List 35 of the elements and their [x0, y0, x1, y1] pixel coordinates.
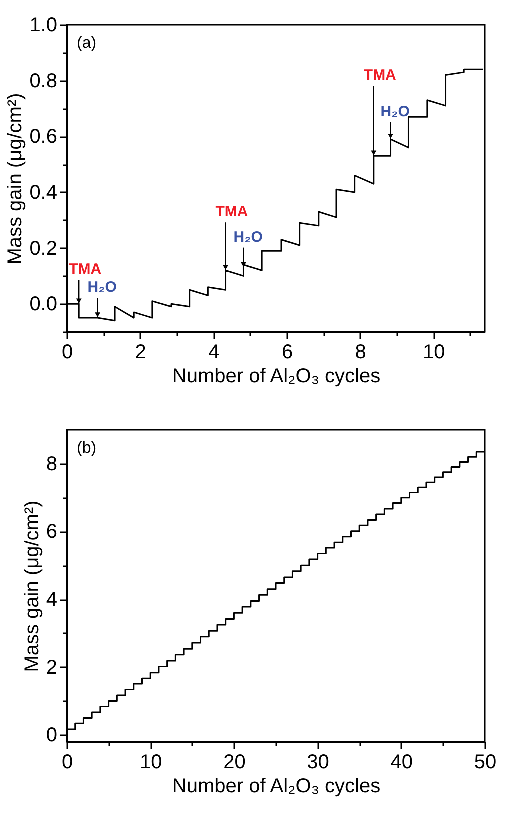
x-axis-title: Number of Al₂O₃ cycles: [172, 776, 381, 798]
y-tick-label: 0.2: [30, 238, 58, 260]
y-tick-label: 2: [46, 656, 58, 679]
annotation: (b): [77, 440, 97, 457]
x-tick-label: 2: [135, 342, 146, 364]
x-tick-label: 0: [62, 342, 74, 364]
x-tick-label: 8: [355, 342, 366, 364]
y-tick-label: 1.0: [30, 14, 58, 36]
y-tick-label: 0.0: [30, 294, 58, 316]
y-tick-label: 0.6: [30, 126, 58, 148]
x-axis-title: Number of Al₂O₃ cycles: [172, 366, 381, 388]
annotation: H₂O: [380, 103, 410, 120]
y-tick-label: 8: [46, 453, 58, 476]
x-tick-label: 4: [208, 342, 220, 364]
annotation: (a): [77, 35, 97, 52]
x-tick-label: 10: [140, 752, 162, 774]
x-tick-label: 0: [62, 752, 74, 774]
x-tick-label: 30: [307, 752, 330, 774]
annotation: TMA: [216, 204, 248, 221]
y-tick-label: 0.4: [30, 182, 58, 204]
y-tick-label: 6: [46, 521, 58, 544]
annotation: H₂O: [234, 228, 264, 246]
x-tick-label: 50: [474, 752, 497, 774]
y-axis-title: Mass gain (μg/cm²): [21, 500, 44, 672]
x-tick-label: 6: [282, 342, 294, 364]
y-tick-label: 0: [46, 724, 58, 747]
x-tick-label: 40: [390, 752, 414, 774]
x-tick-label: 10: [423, 342, 446, 364]
annotation: TMA: [69, 261, 102, 278]
annotation: H₂O: [88, 279, 118, 296]
y-axis-title: Mass gain (μg/cm²): [4, 93, 27, 265]
y-tick-label: 4: [46, 589, 58, 612]
annotation: TMA: [364, 67, 397, 84]
x-tick-label: 20: [224, 752, 246, 774]
y-tick-label: 0.8: [30, 70, 58, 92]
